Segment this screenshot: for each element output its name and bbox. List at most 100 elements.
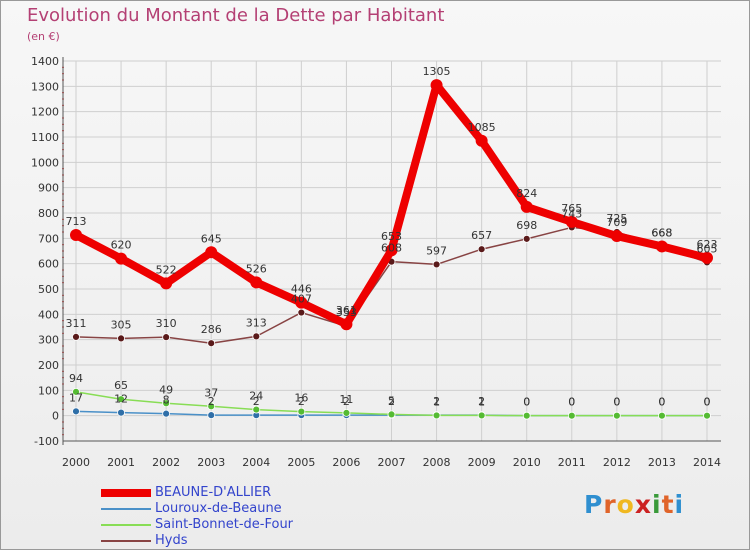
data-label: 1305: [423, 65, 451, 78]
data-label: 1: [433, 395, 440, 408]
data-point: [520, 200, 533, 213]
legend-label: BEAUNE-D'ALLIER: [155, 485, 272, 500]
data-label: 49: [159, 383, 173, 396]
data-label: 65: [114, 379, 128, 392]
y-tick-label: 0: [52, 410, 59, 423]
data-point: [701, 251, 713, 264]
data-point: [297, 407, 306, 416]
y-tick-label: 1100: [31, 131, 59, 144]
x-tick-label: 2002: [152, 456, 180, 469]
data-point: [565, 215, 578, 228]
data-point: [342, 408, 351, 417]
chart-unit: (en €): [27, 30, 60, 43]
data-label: 645: [201, 232, 222, 245]
legend-label: Louroux-de-Beaune: [155, 501, 282, 516]
data-label: 597: [426, 244, 447, 257]
data-label: 2: [478, 395, 485, 408]
x-tick-label: 2008: [423, 456, 451, 469]
data-point: [115, 252, 128, 265]
data-label: 743: [561, 207, 582, 220]
x-tick-label: 2010: [513, 456, 541, 469]
data-point: [72, 332, 80, 341]
data-point: [162, 333, 171, 342]
data-label: 668: [651, 226, 672, 239]
data-label: 5: [388, 394, 395, 407]
data-point: [252, 332, 261, 341]
data-label: 623: [697, 238, 718, 251]
data-label: 668: [651, 226, 672, 239]
data-label: 620: [111, 239, 132, 252]
data-label: 522: [156, 263, 177, 276]
data-label: 8: [163, 394, 170, 407]
data-label: 0: [704, 396, 711, 409]
data-point: [477, 411, 486, 420]
x-tick-label: 2006: [332, 456, 360, 469]
x-tick-label: 2000: [62, 456, 90, 469]
data-point: [340, 318, 353, 331]
y-tick-label: -100: [34, 435, 59, 448]
data-point: [432, 260, 441, 269]
data-point: [703, 411, 711, 420]
chart-title: Evolution du Montant de la Dette par Hab…: [27, 5, 445, 26]
logo-letter: i: [674, 490, 685, 519]
data-label: 725: [606, 212, 627, 225]
data-point: [72, 407, 80, 416]
x-tick-label: 2005: [287, 456, 315, 469]
data-label: 1085: [468, 121, 496, 134]
data-point: [250, 276, 263, 289]
y-tick-label: 800: [38, 207, 59, 220]
data-label: 2: [433, 395, 440, 408]
data-point: [522, 234, 531, 243]
data-point: [522, 411, 531, 420]
legend-swatch: [101, 508, 151, 510]
data-point: [612, 411, 621, 420]
y-tick-label: 1000: [31, 156, 59, 169]
data-label: 713: [66, 215, 87, 228]
x-tick-label: 2003: [197, 456, 225, 469]
data-label: 709: [606, 216, 627, 229]
legend-swatch: [101, 489, 151, 497]
data-label: 305: [111, 318, 132, 331]
series-lines: [70, 79, 713, 420]
data-label: 17: [69, 391, 83, 404]
data-label: 361: [336, 304, 357, 317]
data-label: 0: [658, 396, 665, 409]
data-label: 0: [568, 396, 575, 409]
logo-letter: o: [616, 490, 635, 519]
y-tick-label: 700: [38, 232, 59, 245]
data-point: [385, 244, 398, 257]
logo-letter: i: [652, 490, 662, 519]
data-point: [655, 240, 668, 253]
data-point: [207, 402, 216, 411]
data-point: [162, 409, 171, 418]
y-tick-label: 1400: [31, 55, 59, 68]
data-point: [477, 245, 486, 254]
data-label: 526: [246, 262, 267, 275]
x-tick-label: 2001: [107, 456, 135, 469]
data-label: 698: [516, 219, 537, 232]
data-label: 2: [343, 395, 350, 408]
data-label: 657: [471, 229, 492, 242]
x-tick-label: 2014: [693, 456, 721, 469]
axes: [62, 57, 721, 445]
data-point: [205, 246, 218, 259]
data-point: [432, 411, 441, 420]
x-tick-label: 2004: [242, 456, 270, 469]
logo-letter: x: [634, 490, 652, 519]
data-label: 608: [381, 242, 402, 255]
data-label: 94: [69, 372, 83, 385]
data-label: 0: [523, 396, 530, 409]
data-label: 2: [298, 395, 305, 408]
data-point: [295, 296, 308, 309]
data-label: 0: [568, 396, 575, 409]
data-label: 765: [561, 202, 582, 215]
y-tick-label: 100: [38, 384, 59, 397]
data-label: 24: [249, 390, 263, 403]
data-point: [117, 334, 125, 343]
data-label: 407: [291, 293, 312, 306]
data-label: 12: [114, 393, 128, 406]
y-tick-label: 400: [38, 308, 59, 321]
data-label: 2: [253, 395, 260, 408]
x-tick-label: 2007: [378, 456, 406, 469]
